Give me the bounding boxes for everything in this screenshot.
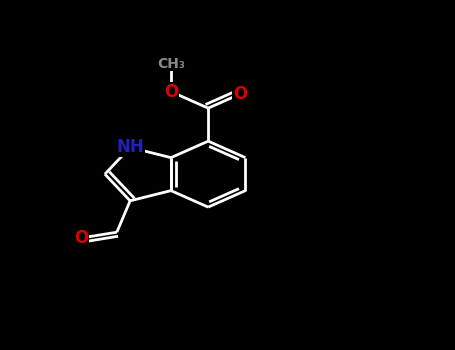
Text: NH: NH <box>116 139 144 156</box>
Text: O: O <box>164 83 178 101</box>
Text: CH₃: CH₃ <box>157 57 185 71</box>
Text: O: O <box>233 85 247 103</box>
Text: O: O <box>74 229 88 247</box>
